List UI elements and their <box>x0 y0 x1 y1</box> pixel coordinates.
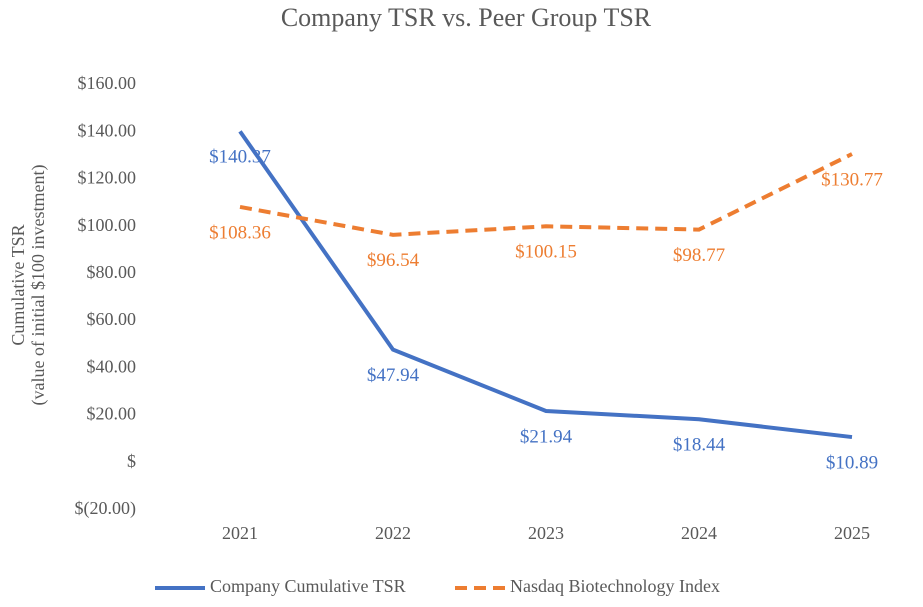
y-tick-label: $(20.00) <box>75 498 137 519</box>
y-axis-title-line: Cumulative TSR <box>8 224 28 345</box>
data-label: $47.94 <box>367 365 420 386</box>
x-tick-label: 2021 <box>222 523 258 543</box>
legend-label: Nasdaq Biotechnology Index <box>510 576 720 596</box>
data-label: $100.15 <box>515 242 577 263</box>
data-label: $10.89 <box>826 452 878 473</box>
y-tick-label: $40.00 <box>87 356 137 376</box>
x-tick-label: 2023 <box>528 523 564 543</box>
data-label: $98.77 <box>673 245 725 266</box>
y-tick-label: $ <box>127 451 136 471</box>
y-tick-label: $80.00 <box>87 262 137 282</box>
series-line <box>238 130 853 440</box>
y-tick-label: $100.00 <box>78 215 137 235</box>
y-tick-label: $20.00 <box>87 404 137 424</box>
data-label: $21.94 <box>520 426 573 447</box>
series-line <box>239 152 853 237</box>
x-tick-label: 2022 <box>375 523 411 543</box>
data-label: $140.37 <box>209 147 271 168</box>
legend-label: Company Cumulative TSR <box>210 576 406 596</box>
data-label: $130.77 <box>821 169 883 190</box>
x-tick-label: 2024 <box>681 523 717 543</box>
x-tick-label: 2025 <box>834 523 870 543</box>
y-tick-label: $160.00 <box>78 73 137 93</box>
data-label: $108.36 <box>209 222 271 243</box>
y-axis-title-line: (value of initial $100 investment) <box>28 165 49 406</box>
chart-title: Company TSR vs. Peer Group TSR <box>281 3 652 32</box>
y-axis-title: Cumulative TSR (value of initial $100 in… <box>8 165 49 406</box>
y-tick-label: $140.00 <box>78 120 137 140</box>
y-tick-label: $60.00 <box>87 309 137 329</box>
data-label: $96.54 <box>367 250 420 271</box>
y-tick-label: $120.00 <box>78 168 137 188</box>
data-label: $18.44 <box>673 435 726 456</box>
